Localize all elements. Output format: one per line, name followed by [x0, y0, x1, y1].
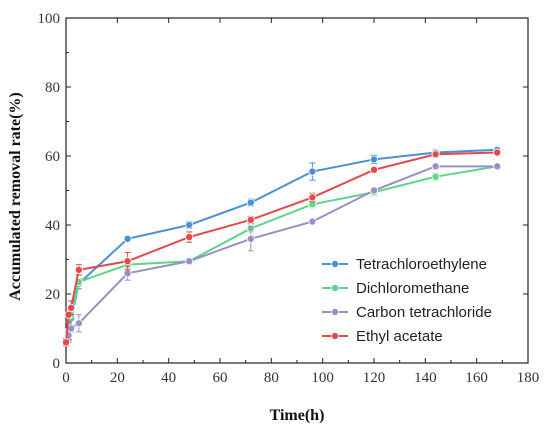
data-point [74, 265, 83, 274]
x-tick-label: 0 [62, 370, 70, 386]
legend-item: Ethyl acetate [322, 328, 443, 345]
data-point [308, 167, 317, 176]
data-point [123, 257, 132, 266]
x-tick-label: 20 [110, 370, 125, 386]
data-point [431, 150, 440, 159]
x-tick-label: 80 [264, 370, 279, 386]
x-axis-title: Time(h) [270, 407, 325, 424]
data-point [246, 198, 255, 207]
legend-label: Ethyl acetate [356, 328, 443, 345]
y-tick-label: 0 [53, 356, 61, 372]
data-point [431, 172, 440, 181]
data-point [246, 234, 255, 243]
y-axis-title: Accumulated removal rate(%) [7, 92, 24, 301]
data-point [431, 162, 440, 171]
series-layer [62, 145, 502, 347]
legend-item: Tetrachloroethylene [322, 256, 487, 273]
legend-label: Tetrachloroethylene [356, 256, 487, 273]
data-point [185, 220, 194, 229]
data-point [185, 257, 194, 266]
x-tick-label: 120 [363, 370, 386, 386]
x-tick-label: 180 [517, 370, 540, 386]
data-point [308, 217, 317, 226]
axes: 0 20 40 60 80 100 120 140 160 180 0 20 40 60 80 100 [38, 11, 540, 386]
legend: Tetrachloroethylene Dichloromethane Carbon… [322, 256, 492, 345]
data-point [67, 324, 76, 333]
legend-marker [330, 331, 339, 340]
x-tick-label: 40 [161, 370, 176, 386]
data-point [308, 193, 317, 202]
y-tick-label: 20 [45, 287, 60, 303]
data-point [369, 186, 378, 195]
x-tick-label: 160 [465, 370, 488, 386]
legend-item: Dichloromethane [322, 280, 469, 297]
data-point [246, 215, 255, 224]
legend-label: Dichloromethane [356, 280, 469, 297]
legend-marker [330, 283, 339, 292]
legend-label: Carbon tetrachloride [356, 304, 492, 321]
data-point [369, 165, 378, 174]
data-point [123, 234, 132, 243]
series-carbon-tetrachloride [62, 162, 502, 347]
series-ethyl-acetate [62, 148, 502, 347]
y-tick-label: 60 [45, 149, 60, 165]
data-point [62, 338, 71, 347]
data-point [493, 148, 502, 157]
data-point [493, 162, 502, 171]
data-point [369, 155, 378, 164]
data-point [123, 269, 132, 278]
x-tick-label: 60 [213, 370, 228, 386]
x-tick-label: 100 [311, 370, 334, 386]
y-tick-label: 100 [38, 11, 61, 27]
legend-marker [330, 307, 339, 316]
data-point [74, 319, 83, 328]
y-tick-label: 40 [45, 218, 60, 234]
y-tick-label: 80 [45, 80, 60, 96]
x-tick-label: 140 [414, 370, 437, 386]
legend-marker [330, 259, 339, 268]
data-point [185, 233, 194, 242]
legend-item: Carbon tetrachloride [322, 304, 492, 321]
data-point [67, 303, 76, 312]
